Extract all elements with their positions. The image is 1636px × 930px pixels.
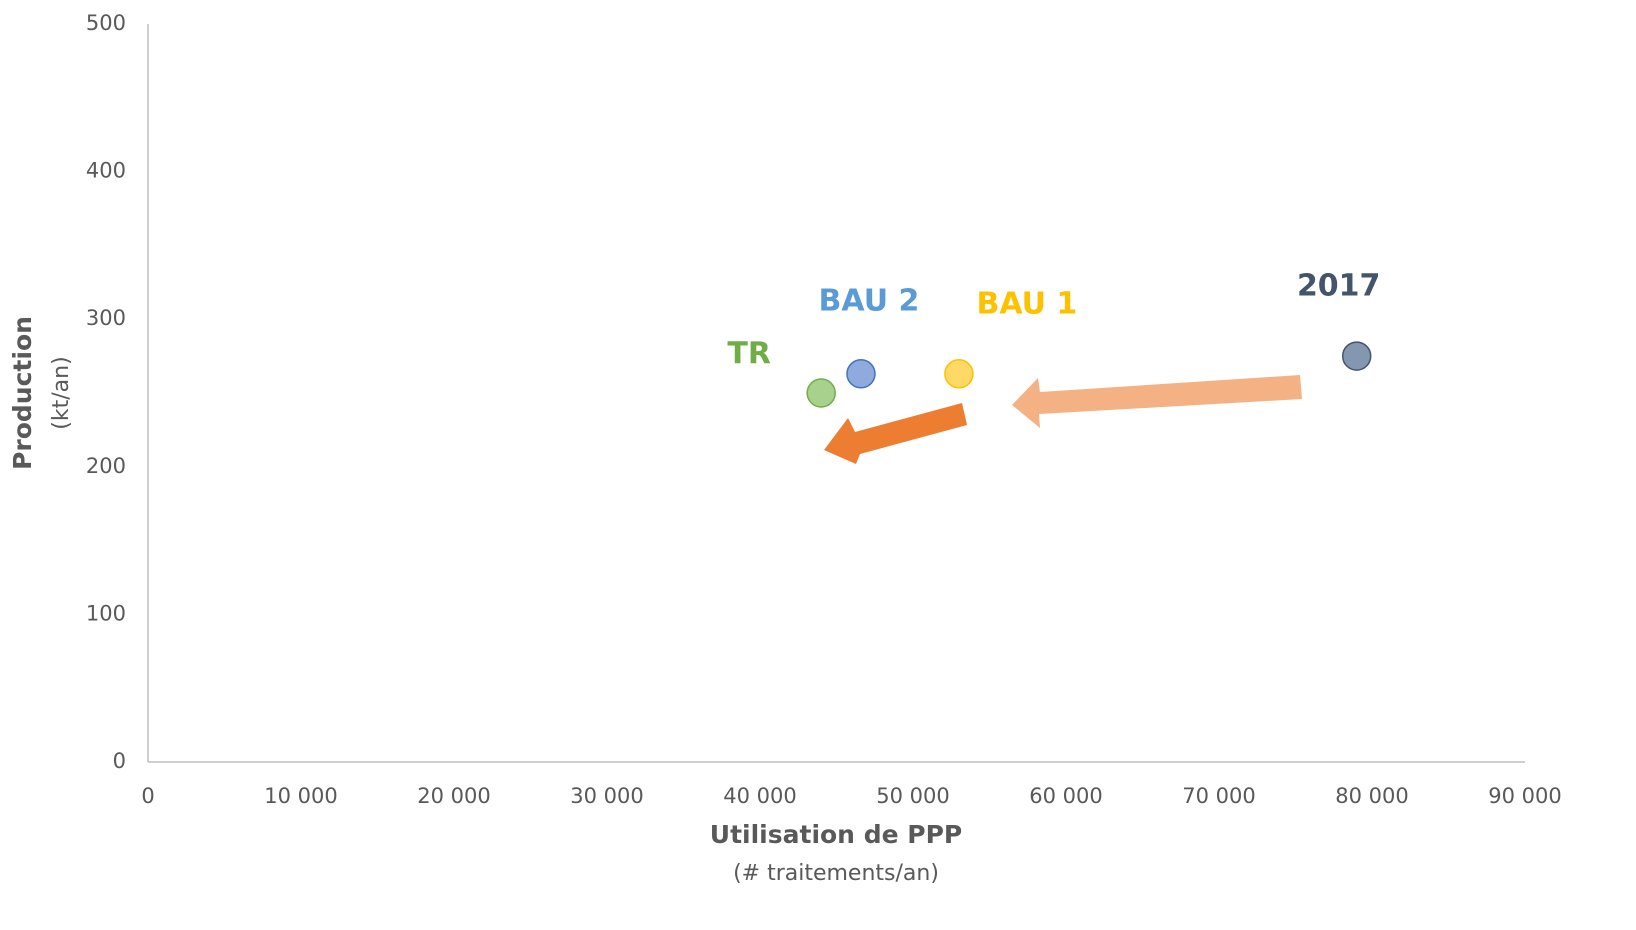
x-axis-subtitle: (# traitements/an) [733, 861, 939, 886]
point-label: BAU 1 [976, 286, 1077, 321]
point-label: BAU 2 [819, 283, 920, 318]
y-tick-label: 100 [86, 601, 126, 625]
x-tick-label: 30 000 [570, 784, 643, 808]
x-tick-label: 50 000 [876, 784, 949, 808]
x-tick-label: 0 [141, 784, 154, 808]
point-label: TR [727, 337, 771, 372]
scatter-point [846, 359, 876, 389]
arrow-light [1012, 375, 1302, 428]
y-tick-label: 300 [86, 306, 126, 330]
x-tick-label: 80 000 [1335, 784, 1408, 808]
y-tick-label: 0 [113, 749, 126, 773]
x-tick-label: 60 000 [1029, 784, 1102, 808]
x-tick-label: 10 000 [264, 784, 337, 808]
y-tick-label: 200 [86, 454, 126, 478]
y-tick-label: 400 [86, 159, 126, 183]
x-tick-label: 20 000 [417, 784, 490, 808]
x-tick-label: 90 000 [1488, 784, 1561, 808]
point-label: 2017 [1297, 269, 1381, 304]
x-tick-label: 70 000 [1182, 784, 1255, 808]
x-tick-label: 40 000 [723, 784, 796, 808]
scatter-point [944, 359, 974, 389]
scatter-point [1341, 341, 1372, 371]
arrow-dark [824, 403, 967, 464]
y-axis-subtitle: (kt/an) [49, 356, 74, 429]
y-axis-title: Production [8, 316, 37, 470]
x-axis-title: Utilisation de PPP [710, 820, 962, 849]
scatter-point [806, 378, 836, 408]
y-tick-label: 500 [86, 11, 126, 35]
